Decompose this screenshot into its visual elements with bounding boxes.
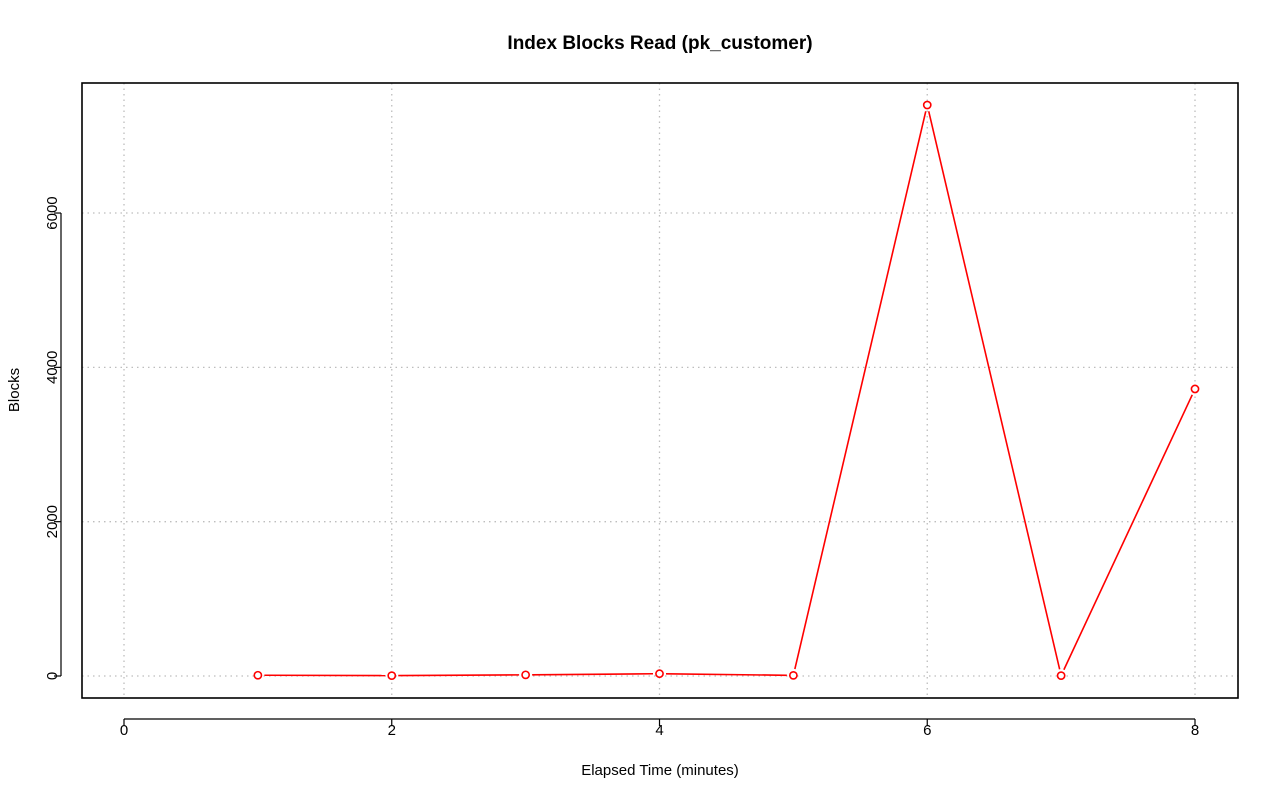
series-group (253, 100, 1200, 681)
data-point (922, 100, 932, 110)
series-line-segment (398, 674, 520, 677)
series-line-segment (927, 111, 1061, 670)
series-line-segment (665, 672, 787, 677)
y-tick-label: 4000 (44, 351, 61, 384)
data-point (1056, 671, 1066, 681)
data-point (655, 669, 664, 679)
data-point (253, 670, 263, 680)
grid (82, 83, 1238, 698)
y-axis: 0 2000 4000 6000 (44, 196, 62, 680)
series-line-segment (794, 111, 927, 670)
data-point (788, 670, 798, 680)
x-tick-label: 2 (388, 722, 396, 739)
plot-frame (81, 82, 1239, 699)
x-tick-label: 0 (120, 722, 128, 739)
x-tick-label: 8 (1191, 722, 1199, 739)
y-tick-label: 6000 (44, 196, 61, 229)
y-axis-label: Blocks (6, 368, 23, 412)
y-tick-label: 2000 (44, 505, 61, 538)
data-point (521, 670, 531, 680)
chart-title: Index Blocks Read (pk_customer) (507, 33, 812, 54)
y-tick-label: 0 (44, 672, 61, 680)
x-tick-label: 6 (923, 722, 931, 739)
x-axis-label: Elapsed Time (minutes) (581, 762, 739, 779)
x-axis: 0 2 4 6 8 (120, 718, 1199, 739)
x-tick-label: 4 (655, 722, 663, 739)
series-line-segment (1063, 394, 1193, 671)
data-point (1190, 384, 1200, 394)
series-line-segment (532, 672, 654, 676)
data-point (387, 671, 397, 681)
